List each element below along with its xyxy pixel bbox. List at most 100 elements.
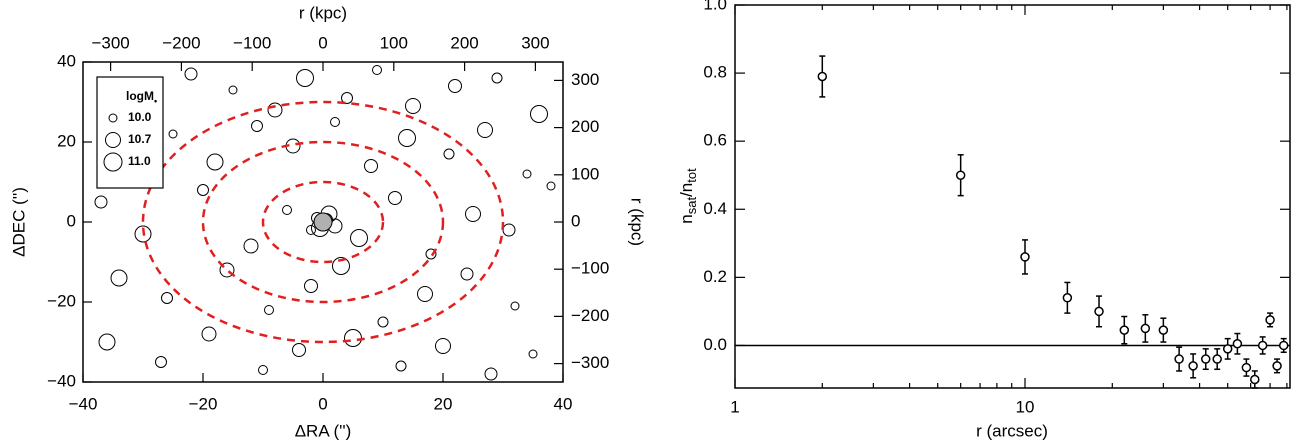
satellite bbox=[417, 286, 433, 302]
satellite bbox=[395, 360, 407, 372]
data-point bbox=[1250, 374, 1260, 385]
y2-tick-label: −300 bbox=[571, 353, 609, 372]
satellite bbox=[341, 92, 353, 104]
x2-tick-label: 0 bbox=[318, 33, 327, 52]
data-point bbox=[1062, 293, 1073, 303]
y-tick-label: 0.4 bbox=[703, 199, 727, 218]
data-point bbox=[1272, 361, 1282, 371]
data-point bbox=[1020, 252, 1030, 262]
satellite bbox=[528, 349, 538, 359]
satellite bbox=[243, 238, 259, 254]
radius-ring bbox=[201, 140, 445, 304]
x2-tick-label: −200 bbox=[162, 33, 200, 52]
right-frame bbox=[734, 4, 1291, 389]
satellite bbox=[465, 206, 481, 222]
satellite bbox=[435, 338, 451, 354]
y2-tick-label: −100 bbox=[571, 259, 609, 278]
satellite bbox=[530, 105, 548, 123]
satellite bbox=[282, 205, 292, 215]
radius-ring bbox=[261, 180, 385, 264]
satellite bbox=[304, 279, 318, 293]
x2-tick-label: −300 bbox=[91, 33, 129, 52]
x-tick-label: −40 bbox=[69, 394, 98, 413]
x2-label: r (kpc) bbox=[299, 3, 347, 22]
y-tick-label: −20 bbox=[47, 291, 76, 310]
x2-tick-label: −100 bbox=[233, 33, 271, 52]
satellite bbox=[546, 181, 556, 191]
y2-tick-label: −200 bbox=[571, 306, 609, 325]
satellite bbox=[296, 69, 314, 87]
x2-tick-label: 300 bbox=[521, 33, 549, 52]
satellite bbox=[443, 148, 455, 160]
y-tick-label: 0.8 bbox=[703, 63, 727, 82]
left-plot-area bbox=[94, 65, 556, 381]
y2-tick-label: 0 bbox=[571, 211, 580, 230]
satellite bbox=[251, 120, 263, 132]
radius-ring bbox=[141, 100, 505, 344]
satellite bbox=[94, 195, 108, 209]
x-label: r (arcsec) bbox=[976, 421, 1048, 440]
legend-title: logM• bbox=[126, 89, 157, 106]
x-tick-label: 10 bbox=[1016, 397, 1035, 416]
data-point bbox=[1232, 338, 1243, 349]
satellite bbox=[502, 223, 516, 237]
data-point bbox=[1222, 344, 1233, 354]
satellite bbox=[364, 159, 378, 173]
satellite bbox=[306, 225, 316, 235]
legend-marker bbox=[105, 132, 121, 148]
satellite bbox=[292, 343, 306, 357]
satellite bbox=[350, 229, 368, 247]
y2-tick-label: 200 bbox=[571, 117, 599, 136]
x-tick-label: −20 bbox=[189, 394, 218, 413]
data-point bbox=[1158, 325, 1169, 335]
legend-title-sub: • bbox=[154, 96, 157, 106]
satellite bbox=[134, 225, 152, 243]
central-galaxy bbox=[313, 212, 333, 232]
y-tick-label: −40 bbox=[47, 371, 76, 390]
data-point bbox=[1241, 362, 1252, 373]
y-label-part: n bbox=[677, 214, 696, 223]
y-label-sub: tot bbox=[684, 168, 699, 183]
y2-tick-label: 100 bbox=[571, 164, 599, 183]
x-tick-label: 1 bbox=[730, 397, 739, 416]
data-point bbox=[1212, 354, 1222, 364]
data-point bbox=[1200, 354, 1211, 364]
y2-label: r (kpc) bbox=[628, 198, 647, 246]
satellite bbox=[448, 79, 462, 93]
y-label-part: /n bbox=[677, 183, 696, 197]
y-label: nsat/ntot bbox=[677, 168, 699, 224]
satellite bbox=[110, 269, 128, 287]
satellite bbox=[398, 129, 416, 147]
satellite bbox=[258, 365, 268, 375]
satellite bbox=[372, 65, 382, 75]
y-tick-label: 1.0 bbox=[703, 0, 727, 13]
satellite bbox=[161, 292, 173, 304]
legend-marker bbox=[103, 152, 123, 172]
data-point bbox=[1188, 361, 1198, 371]
legend: logM• 10.0 10.7 11.0 bbox=[96, 76, 164, 189]
x-tick-label: 40 bbox=[554, 394, 573, 413]
x2-tick-label: 200 bbox=[450, 33, 478, 52]
satellite bbox=[344, 329, 362, 347]
satellite bbox=[477, 122, 493, 138]
satellite bbox=[388, 191, 402, 205]
satellite bbox=[264, 305, 274, 315]
satellite bbox=[201, 326, 217, 342]
legend-label: 11.0 bbox=[128, 154, 151, 168]
satellite bbox=[219, 262, 235, 278]
x-label: ΔRA ('') bbox=[295, 421, 352, 440]
satellite bbox=[460, 267, 474, 281]
data-point bbox=[1174, 354, 1184, 364]
satellite bbox=[405, 98, 421, 114]
satellite bbox=[184, 67, 198, 81]
satellite bbox=[168, 129, 178, 139]
y-tick-label: 20 bbox=[57, 131, 76, 150]
data-point bbox=[1119, 325, 1130, 335]
y-tick-label: 40 bbox=[57, 51, 76, 70]
y-label-sub: sat bbox=[684, 197, 699, 215]
satellite bbox=[228, 85, 238, 95]
y-tick-label: 0 bbox=[67, 211, 76, 230]
legend-marker bbox=[108, 113, 118, 123]
satellite bbox=[98, 333, 116, 351]
x2-tick-label: 100 bbox=[380, 33, 408, 52]
